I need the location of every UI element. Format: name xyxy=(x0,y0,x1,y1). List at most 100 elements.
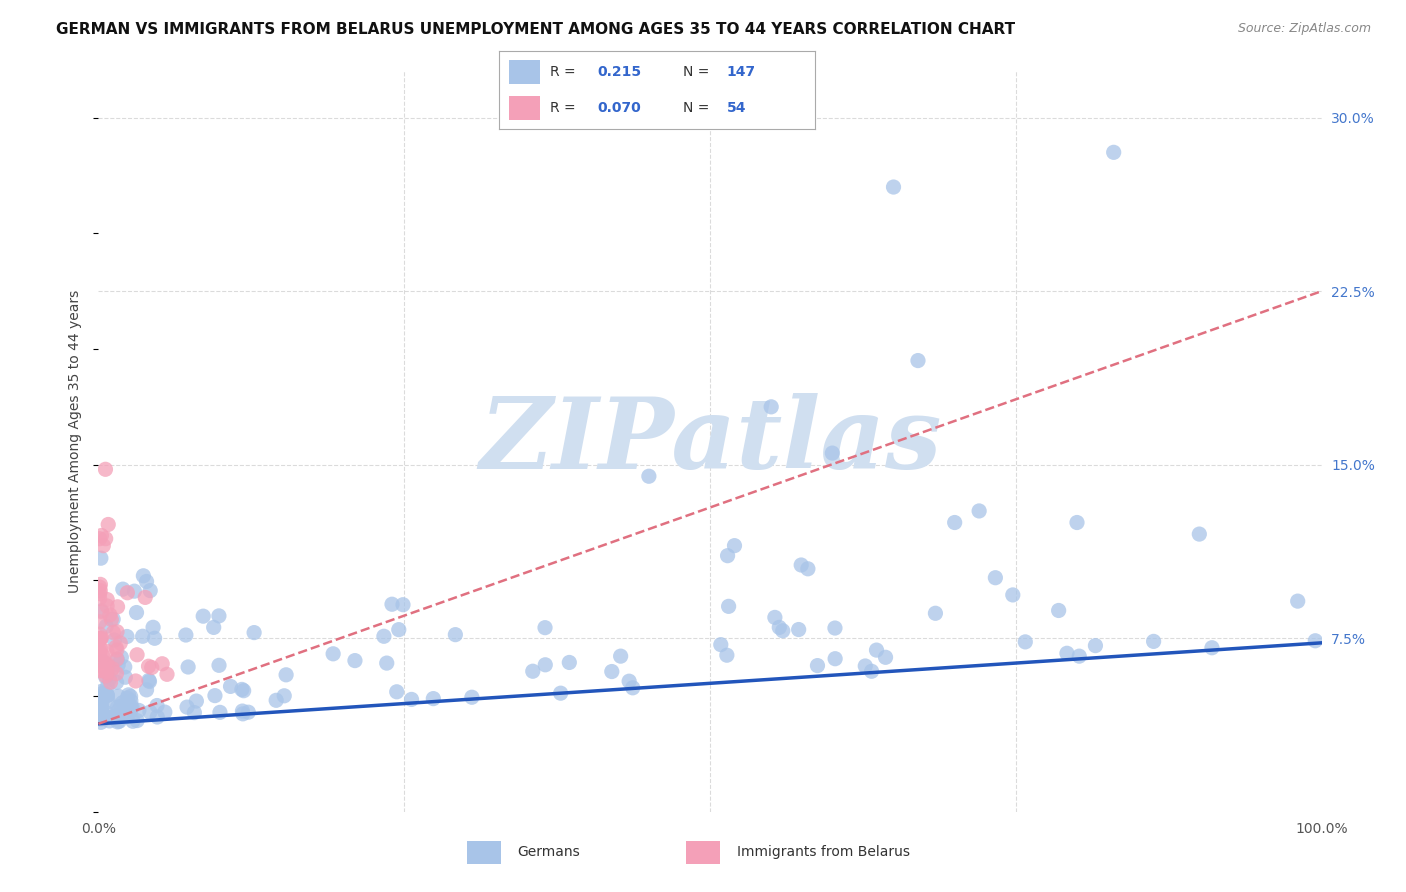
Point xyxy=(135,682,157,697)
Point xyxy=(156,667,179,681)
Point xyxy=(710,638,733,652)
Point xyxy=(90,642,112,657)
Point xyxy=(264,693,287,707)
Point xyxy=(97,710,120,724)
Point xyxy=(90,698,112,713)
Point xyxy=(1286,594,1309,608)
Point xyxy=(115,710,138,724)
Point xyxy=(111,696,134,710)
Point xyxy=(716,648,738,663)
Point xyxy=(375,656,398,670)
Point xyxy=(967,504,990,518)
FancyBboxPatch shape xyxy=(686,841,720,864)
Point xyxy=(91,655,114,669)
Point xyxy=(94,656,117,670)
Point xyxy=(322,647,344,661)
Point xyxy=(89,647,111,661)
Point xyxy=(143,632,166,646)
Point xyxy=(117,691,139,706)
Point xyxy=(125,673,148,688)
Point xyxy=(853,659,876,673)
Point xyxy=(107,704,129,718)
Point xyxy=(96,592,118,607)
Point xyxy=(103,625,125,640)
Point xyxy=(110,636,132,650)
Point xyxy=(183,706,205,720)
Point xyxy=(186,694,208,708)
Point xyxy=(89,632,111,646)
Point xyxy=(94,669,117,683)
Point xyxy=(461,690,484,705)
Text: 0.215: 0.215 xyxy=(598,65,641,79)
Point xyxy=(134,591,156,605)
Point xyxy=(110,650,132,665)
Point xyxy=(107,708,129,723)
Point xyxy=(204,689,226,703)
Point xyxy=(208,706,231,720)
Point xyxy=(1142,634,1164,648)
Point xyxy=(96,688,118,702)
Point xyxy=(373,629,395,643)
Point xyxy=(94,662,117,676)
Point xyxy=(1014,635,1036,649)
Point xyxy=(105,675,128,690)
Point xyxy=(238,705,260,719)
Point xyxy=(385,685,408,699)
Point xyxy=(89,577,111,591)
Point xyxy=(125,648,148,662)
Point xyxy=(1303,633,1326,648)
Point xyxy=(231,682,253,697)
Point xyxy=(232,706,254,721)
Point xyxy=(121,700,143,714)
Point xyxy=(621,681,644,695)
Point xyxy=(94,462,117,476)
Point xyxy=(89,664,111,678)
Point xyxy=(90,551,112,566)
Point xyxy=(90,690,112,704)
Point xyxy=(97,706,120,721)
Point xyxy=(806,658,828,673)
Point xyxy=(90,684,112,698)
Point xyxy=(117,586,139,600)
Point xyxy=(90,699,112,714)
Point xyxy=(89,644,111,658)
Point xyxy=(790,558,813,572)
Point xyxy=(139,583,162,598)
Point xyxy=(125,714,148,728)
Point xyxy=(98,714,121,728)
Point xyxy=(273,689,295,703)
Text: N =: N = xyxy=(683,65,709,79)
Point xyxy=(89,580,111,594)
Text: R =: R = xyxy=(550,65,575,79)
Point xyxy=(107,714,129,729)
Point xyxy=(392,598,415,612)
Point xyxy=(132,569,155,583)
Point xyxy=(1069,649,1091,664)
Point xyxy=(89,532,111,546)
Point xyxy=(860,665,883,679)
Point xyxy=(96,689,118,703)
Point xyxy=(422,691,444,706)
Text: Immigrants from Belarus: Immigrants from Belarus xyxy=(737,845,910,859)
Point xyxy=(90,703,112,717)
Point xyxy=(343,654,366,668)
Point xyxy=(111,582,134,596)
Point xyxy=(142,620,165,634)
Point xyxy=(138,673,160,688)
Point xyxy=(1056,646,1078,660)
Point xyxy=(98,672,121,686)
Point xyxy=(96,665,118,680)
Point xyxy=(103,710,125,724)
Point xyxy=(101,612,124,626)
Point xyxy=(617,674,640,689)
Point xyxy=(94,686,117,700)
Point xyxy=(139,705,162,719)
Point xyxy=(89,615,111,629)
Text: N =: N = xyxy=(683,101,709,115)
Point xyxy=(600,665,623,679)
Point xyxy=(96,599,118,613)
Point xyxy=(90,528,112,542)
Point xyxy=(90,697,112,711)
Point xyxy=(114,670,136,684)
Point xyxy=(219,680,242,694)
